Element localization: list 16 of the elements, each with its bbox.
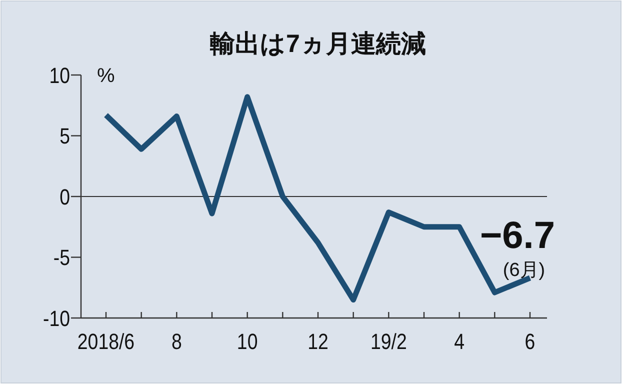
- x-tick-label: 19/2: [370, 330, 407, 354]
- x-tick-label: 2018/6: [77, 330, 135, 354]
- y-tick-label: 10: [49, 64, 70, 88]
- x-tick-label: 4: [454, 330, 465, 354]
- x-tick-label: 8: [171, 330, 182, 354]
- y-axis-title: %: [97, 65, 115, 87]
- y-tick-label: 5: [60, 125, 70, 150]
- y-tick-label: 0: [60, 186, 70, 210]
- x-tick-label: 6: [524, 330, 536, 354]
- x-tick-label: 12: [308, 330, 328, 354]
- annotation: (6月): [502, 260, 546, 281]
- chart-title: 輸出は7ヵ月連続減: [209, 30, 426, 58]
- annotation: −6.7: [480, 214, 555, 257]
- x-tick-label: 10: [236, 330, 258, 354]
- y-tick-label: -10: [42, 308, 70, 332]
- y-tick-label: -5: [53, 246, 70, 271]
